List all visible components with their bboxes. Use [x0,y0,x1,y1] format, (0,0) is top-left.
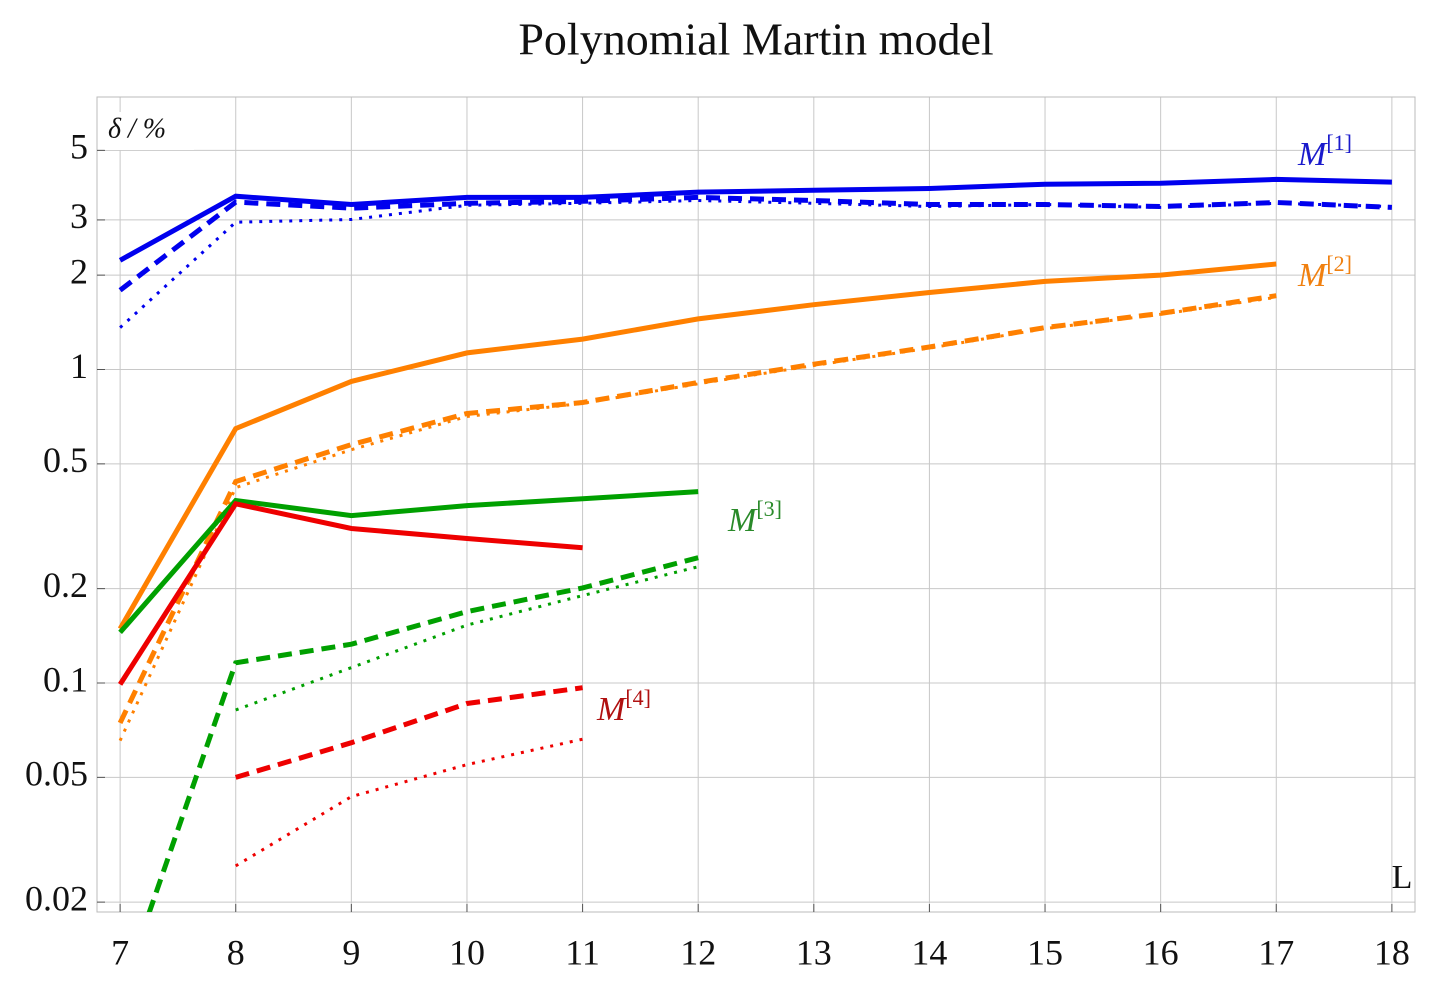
series-line [117,293,1277,724]
series-line [146,555,699,912]
x-tick-label: 17 [1258,932,1294,972]
series-annotation: M[3] [727,496,782,539]
plot-frame [96,96,1416,913]
y-tick-label: 3 [70,196,88,236]
y-tick-label: 0.5 [43,440,88,480]
y-axis-label: δ / % [108,113,166,144]
annotation-base: M [727,502,758,539]
series-annotation: M[2] [1297,251,1352,294]
annotation-sup: [2] [1326,251,1352,276]
annotation-sup: [1] [1326,130,1352,155]
y-tick-label: 1 [70,346,88,386]
x-tick-label: 11 [565,932,600,972]
series-line [119,198,1392,329]
annotation-base: M [596,691,627,728]
series-annotation: M[4] [596,685,651,728]
series-line [117,261,1277,630]
y-tick-label: 2 [70,251,88,291]
y-tick-label: 0.2 [43,565,88,605]
x-tick-label: 12 [680,932,716,972]
annotation-base: M [1297,257,1328,294]
series-line [118,489,699,635]
series-line [117,500,583,686]
y-tick-label: 0.02 [25,878,88,918]
series-line [234,737,583,868]
series-line [118,176,1392,263]
annotation-sup: [3] [756,496,782,521]
x-axis-label: L [1392,859,1413,896]
x-tick-label: 16 [1143,932,1179,972]
series-line [118,194,1393,293]
series-line [235,565,699,712]
y-tick-label: 0.1 [43,659,88,699]
annotation-sup: [4] [625,685,651,710]
series-annotation: M[1] [1297,130,1352,173]
x-tick-label: 14 [911,932,947,972]
x-tick-label: 13 [796,932,832,972]
y-tick-label: 5 [70,127,88,167]
chart-title: Polynomial Martin model [518,14,993,65]
label-bg [104,112,194,150]
x-tick-label: 18 [1374,932,1410,972]
x-tick-label: 9 [342,932,360,972]
x-tick-label: 10 [449,932,485,972]
y-tick-label: 0.05 [25,754,88,794]
x-tick-label: 15 [1027,932,1063,972]
x-tick-label: 7 [111,932,129,972]
series-line [234,685,583,780]
x-tick-label: 8 [227,932,245,972]
annotation-base: M [1297,136,1328,173]
